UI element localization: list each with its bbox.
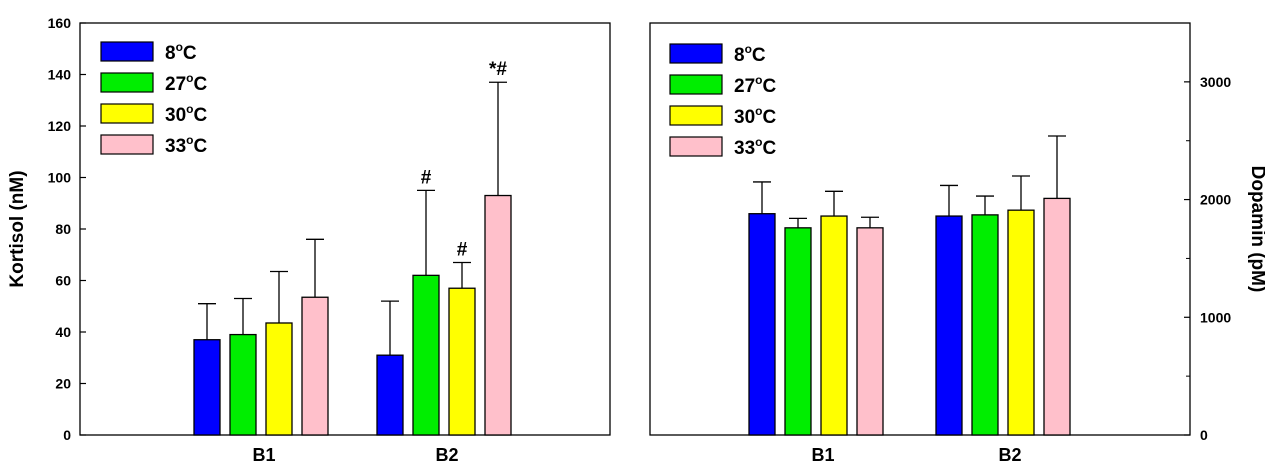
y-tick-label: 2000	[1200, 192, 1231, 208]
significance-label: #	[457, 239, 468, 260]
bar	[820, 215, 848, 436]
significance-label: *#	[489, 59, 507, 80]
legend: 8oC 27oC 30oC 33oC	[669, 42, 776, 159]
y-tick-label: 3000	[1200, 74, 1231, 90]
bar	[935, 215, 963, 436]
bar	[856, 227, 884, 436]
y-tick-label: 140	[48, 67, 72, 83]
bar	[376, 354, 404, 436]
bar	[1007, 209, 1035, 436]
x-category-label: B1	[252, 445, 275, 465]
y-tick-label: 160	[48, 15, 72, 31]
legend-label: 33oC	[165, 133, 207, 157]
legend-swatch	[669, 136, 723, 157]
left-chart: 0 20 40 60 80 100 120 140 160 B1 B2 Kortisol (nM) # #…	[7, 15, 611, 465]
legend-swatch	[669, 43, 723, 64]
bar	[784, 227, 812, 436]
y-tick-label: 80	[55, 221, 71, 237]
legend-swatch	[100, 103, 154, 124]
bar	[1043, 197, 1071, 436]
legend-label: 27oC	[165, 71, 207, 95]
y-tick-label: 120	[48, 118, 72, 134]
bar	[193, 339, 221, 436]
legend-label: 30oC	[165, 102, 207, 126]
y-tick-label: 1000	[1200, 309, 1231, 325]
y-axis-label: Kortisol (nM)	[7, 170, 28, 287]
x-category-label: B2	[435, 445, 458, 465]
x-category-label: B1	[811, 445, 834, 465]
y-tick-label: 20	[55, 376, 71, 392]
bar	[265, 322, 293, 436]
legend-label: 8oC	[734, 42, 766, 66]
legend-swatch	[100, 72, 154, 93]
legend-label: 30oC	[734, 104, 776, 128]
legend-swatch	[669, 105, 723, 126]
significance-label: #	[421, 167, 432, 188]
legend-label: 8oC	[165, 40, 197, 64]
legend-label: 27oC	[734, 73, 776, 97]
y-tick-label: 0	[63, 427, 71, 443]
y-axis-label: Dopamin (pM)	[1247, 166, 1265, 293]
bar	[448, 287, 476, 436]
bar	[301, 296, 329, 436]
y-tick-label: 60	[55, 273, 71, 289]
right-chart: 0 1000 2000 3000 B1 B2 Dopamin (pM) 8oC 27oC 30oC…	[649, 22, 1265, 465]
bar	[748, 213, 776, 436]
legend-label: 33oC	[734, 135, 776, 159]
legend: 8oC 27oC 30oC 33oC	[100, 40, 207, 157]
legend-swatch	[669, 74, 723, 95]
plot-frame	[649, 22, 1191, 436]
bar	[971, 214, 999, 436]
legend-swatch	[100, 134, 154, 155]
x-category-label: B2	[998, 445, 1021, 465]
bar	[484, 194, 512, 436]
bar	[229, 333, 257, 436]
y-tick-label: 40	[55, 324, 71, 340]
legend-swatch	[100, 41, 154, 62]
y-tick-label: 0	[1200, 427, 1208, 443]
y-tick-label: 100	[48, 170, 72, 186]
bar	[412, 274, 440, 436]
plot-frame	[79, 22, 611, 436]
